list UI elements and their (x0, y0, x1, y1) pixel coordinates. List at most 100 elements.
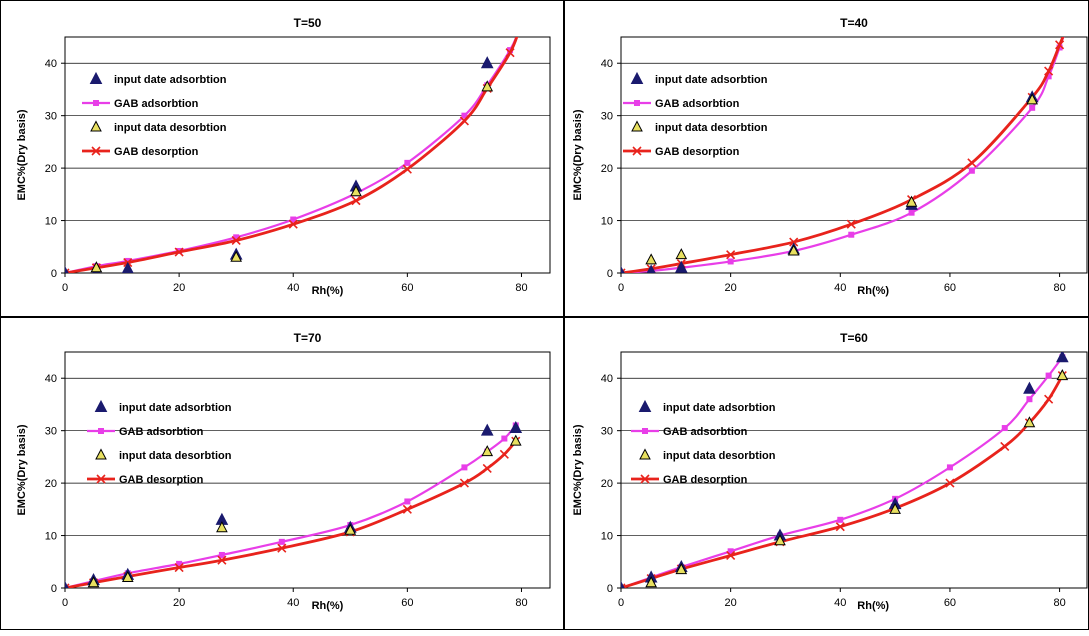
data-point (481, 80, 494, 92)
data-point (1056, 352, 1069, 363)
legend: input date adsorbtion GAB adsorbtion input… (82, 71, 227, 158)
x-tick-label: 60 (944, 282, 956, 294)
legend-swatch-marker (96, 474, 106, 484)
legend-label: input date adsorbtion (663, 402, 776, 414)
data-point (218, 551, 225, 558)
x-tick-label: 40 (287, 597, 299, 609)
y-tick-label: 10 (601, 531, 613, 543)
legend-swatch-marker (632, 146, 642, 156)
y-tick-label: 30 (601, 426, 613, 438)
legend-label: input data desorbtion (119, 450, 232, 462)
y-tick-label: 10 (601, 216, 613, 228)
data-point (787, 244, 800, 256)
legend-item-gab-adsorbtion: GAB adsorbtion (87, 426, 204, 438)
plot-area (620, 351, 1088, 589)
legend-swatch-marker (631, 120, 643, 132)
data-point (516, 29, 522, 35)
data-point (621, 265, 625, 273)
y-axis-label: EMC%(Dry basis) (16, 424, 28, 515)
data-point (288, 219, 298, 229)
data-point (726, 550, 736, 561)
chart-svg: 0 10 20 30 40 0 20 40 60 80 T=40 Rh(%) EMC%(Dry basi… (572, 16, 1088, 297)
legend-label: GAB desorption (114, 146, 199, 158)
legend-swatch-marker (89, 71, 103, 84)
y-tick-label: 30 (601, 111, 613, 123)
data-point (480, 56, 494, 69)
data-point (1023, 381, 1036, 394)
legend-label: GAB adsorbtion (119, 426, 204, 438)
data-point (505, 48, 515, 58)
data-point (946, 464, 953, 471)
data-point (499, 449, 509, 459)
legend-item-input-date-adsorbtion: input date adsorbtion (94, 399, 232, 414)
data-point (837, 516, 844, 523)
data-point (509, 420, 523, 434)
y-tick-label: 40 (45, 373, 57, 385)
data-point (1026, 396, 1033, 403)
chart-svg: 0 10 20 30 40 0 20 40 60 80 T=70 Rh(%) EMC%(Dry basi… (16, 331, 551, 612)
data-point (1055, 40, 1065, 50)
data-point (124, 257, 131, 264)
data-point (509, 434, 522, 446)
legend-label: GAB adsorbtion (114, 98, 199, 110)
legend-item-input-date-adsorbtion: input date adsorbtion (89, 71, 227, 86)
data-point (908, 209, 915, 216)
data-point (646, 264, 656, 273)
legend-label: GAB adsorbtion (655, 98, 740, 110)
data-point (727, 258, 734, 265)
x-tick-label: 80 (1053, 597, 1065, 609)
y-tick-label: 0 (51, 268, 57, 280)
legend-item-gab-desorption: GAB desorption (82, 146, 199, 158)
series-layer (621, 352, 1069, 588)
chart-panel-t-70: 0 10 20 30 40 0 20 40 60 80 T=70 Rh(%) EMC%(Dry basi… (0, 317, 564, 630)
data-point (90, 261, 103, 273)
legend-item-input-date-adsorbtion: input date adsorbtion (630, 71, 768, 86)
y-tick-label: 0 (51, 583, 57, 595)
series-input-data-desorbtion (645, 369, 1069, 588)
data-point (461, 112, 468, 119)
data-point (402, 504, 412, 514)
data-point (351, 196, 361, 206)
data-point (789, 237, 799, 247)
data-point (1062, 29, 1068, 35)
legend-swatch-marker (90, 120, 102, 132)
data-point (404, 498, 411, 505)
data-point (480, 423, 494, 436)
data-point (459, 116, 469, 126)
data-point (621, 580, 625, 588)
chart-panel-t-50: 0 10 20 30 40 0 20 40 60 80 T=50 Rh(%) EMC%(Dry basi… (0, 0, 564, 317)
series-layer (65, 420, 523, 588)
y-tick-label: 40 (601, 58, 613, 70)
x-tick-label: 40 (834, 282, 846, 294)
data-point (1001, 425, 1008, 432)
legend-swatch-marker (95, 448, 107, 460)
data-point (675, 563, 688, 575)
data-point (848, 231, 855, 238)
legend-swatch-marker (98, 428, 104, 434)
legend-item-gab-adsorbtion: GAB adsorbtion (82, 98, 199, 110)
x-axis-label: Rh(%) (857, 285, 889, 297)
x-tick-label: 20 (725, 282, 737, 294)
data-point (404, 159, 411, 166)
legend-swatch-marker (642, 428, 648, 434)
data-point (621, 583, 626, 588)
legend-item-input-date-adsorbtion: input date adsorbtion (638, 399, 776, 414)
legend-item-input-data-desorbtion: input data desorbtion (90, 120, 227, 134)
data-point (121, 261, 134, 273)
chart-panel-t-40: 0 10 20 30 40 0 20 40 60 80 T=40 Rh(%) EMC%(Dry basi… (564, 0, 1089, 317)
y-tick-label: 40 (601, 373, 613, 385)
legend-item-gab-desorption: GAB desorption (623, 146, 740, 158)
data-point (1056, 369, 1069, 381)
data-point (727, 548, 734, 555)
x-tick-label: 40 (287, 282, 299, 294)
legend: input date adsorbtion GAB adsorbtion input… (631, 399, 776, 486)
legend-label: input date adsorbtion (119, 402, 232, 414)
x-tick-label: 80 (1053, 282, 1065, 294)
legend-label: GAB desorption (655, 146, 740, 158)
data-point (278, 538, 285, 545)
chart-svg: 0 10 20 30 40 0 20 40 60 80 T=50 Rh(%) EMC%(Dry basi… (16, 16, 551, 297)
data-point (1029, 104, 1036, 111)
y-tick-label: 30 (45, 426, 57, 438)
legend-swatch-marker (640, 474, 650, 484)
plot-area (64, 36, 551, 274)
